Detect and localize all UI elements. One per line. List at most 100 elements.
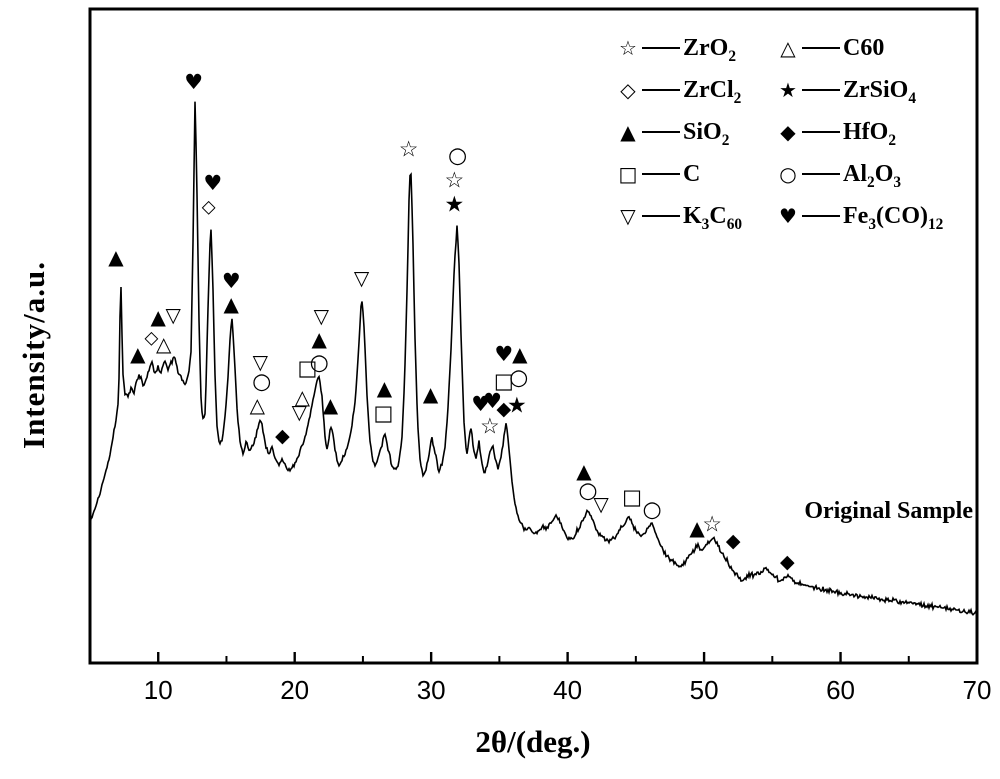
peak-marker-filled-triangle-up: ▲ (423, 382, 439, 406)
peak-marker-open-square: □ (373, 401, 393, 425)
peak-marker-open-triangle-down: ▽ (354, 266, 370, 290)
peak-marker-filled-heart: ♥ (494, 342, 513, 366)
legend-line (642, 47, 680, 49)
x-tick-label: 40 (553, 675, 582, 705)
peak-marker-filled-triangle-up: ▲ (323, 393, 339, 417)
legend-item: ☆ ZrO2 (616, 27, 776, 69)
x-tick-label: 70 (963, 675, 992, 705)
legend-line (802, 173, 840, 175)
peak-marker-filled-triangle-up: ▲ (377, 376, 393, 400)
peak-marker-filled-heart: ♥ (471, 392, 490, 416)
peak-marker-filled-diamond: ◆ (726, 530, 741, 552)
legend-line (642, 173, 680, 175)
peak-marker-filled-triangle-up: ▲ (576, 459, 592, 483)
legend-item: □ C (616, 153, 776, 195)
peak-marker-open-star: ☆ (702, 513, 722, 538)
legend-label: K3C60 (683, 202, 743, 233)
plot-border (88, 7, 979, 665)
peak-marker-open-circle: ○ (252, 370, 271, 395)
peak-marker-filled-triangle-up: ▲ (130, 342, 146, 366)
x-tick-label: 10 (144, 675, 173, 705)
legend-line (642, 215, 680, 217)
peak-marker-open-circle: ○ (310, 351, 329, 376)
peak-marker-filled-star: ★ (507, 394, 527, 419)
legend-line (642, 89, 680, 91)
peak-marker-filled-triangle-up: ▲ (312, 327, 328, 351)
peak-marker-open-circle: ○ (509, 366, 528, 391)
filled-diamond-icon: ◆ (780, 120, 796, 144)
legend-label: ZrCl2 (683, 76, 742, 107)
legend-label: C (683, 160, 701, 187)
filled-star-icon: ★ (779, 78, 797, 102)
peak-marker-open-star: ☆ (399, 138, 419, 163)
filled-heart-icon: ♥ (779, 204, 797, 228)
legend-item: △ C60 (776, 27, 943, 69)
peak-marker-open-triangle-up: △ (295, 385, 311, 409)
peak-marker-open-square: □ (494, 369, 514, 393)
peak-marker-open-square: □ (622, 485, 642, 509)
filled-triangle-up-icon: ▲ (620, 120, 636, 144)
peak-marker-open-star: ☆ (480, 415, 500, 440)
peak-marker-filled-triangle-up: ▲ (108, 245, 124, 269)
legend-label: C60 (843, 34, 885, 61)
peak-marker-filled-triangle-up: ▲ (224, 292, 240, 316)
x-axis-label: 2θ/(deg.) (475, 724, 591, 759)
legend-line (802, 131, 840, 133)
peak-marker-open-triangle-down: ▽ (253, 350, 269, 374)
legend-label: SiO2 (683, 118, 730, 149)
open-square-icon: □ (618, 162, 638, 186)
legend-item: ▲ SiO2 (616, 111, 776, 153)
x-tick-label: 20 (280, 675, 309, 705)
peak-marker-filled-heart: ♥ (203, 171, 222, 195)
peak-marker-open-triangle-up: △ (250, 393, 266, 417)
peak-marker-open-triangle-down: ▽ (593, 492, 609, 516)
legend-line (802, 215, 840, 217)
legend-line (802, 47, 840, 49)
peak-marker-filled-heart: ♥ (483, 389, 502, 413)
open-triangle-up-icon: △ (780, 36, 796, 60)
peak-marker-filled-diamond: ◆ (780, 551, 795, 573)
legend-item: ○ Al2O3 (776, 153, 943, 195)
peak-marker-filled-triangle-up: ▲ (689, 516, 705, 540)
peak-marker-open-circle: ○ (448, 144, 467, 169)
peak-marker-open-circle: ○ (578, 479, 597, 504)
peak-marker-filled-heart: ♥ (222, 269, 241, 293)
legend-item: ♥ Fe3(CO)12 (776, 195, 943, 237)
legend-item: ★ ZrSiO4 (776, 69, 943, 111)
y-axis-label: Intensity/a.u. (16, 261, 51, 449)
open-circle-icon: ○ (779, 162, 797, 186)
legend-label: Al2O3 (843, 160, 902, 191)
peak-marker-filled-heart: ♥ (184, 70, 203, 94)
sample-annotation: Original Sample (804, 498, 973, 524)
open-star-icon: ☆ (619, 36, 637, 60)
peak-marker-open-diamond: ◇ (144, 328, 158, 349)
peak-marker-open-triangle-up: △ (156, 332, 172, 356)
peak-marker-filled-diamond: ◆ (496, 398, 511, 420)
peak-marker-open-square: □ (297, 356, 317, 380)
legend: ☆ ZrO2 △ C60 ◇ ZrCl2 ★ ZrSiO4 ▲ SiO2 ◆ HfO2 □ C ○ Al2O3… (616, 27, 944, 237)
legend-item: ◆ HfO2 (776, 111, 943, 153)
peak-marker-filled-triangle-up: ▲ (151, 305, 167, 329)
xrd-curve (89, 101, 978, 616)
peak-marker-open-triangle-down: ▽ (292, 400, 308, 424)
peak-marker-open-triangle-down: ▽ (314, 304, 330, 328)
legend-item: ◇ ZrCl2 (616, 69, 776, 111)
x-tick-label: 30 (417, 675, 446, 705)
legend-line (802, 89, 840, 91)
peak-marker-open-triangle-down: ▽ (166, 303, 182, 327)
legend-line (642, 131, 680, 133)
x-tick-label: 50 (690, 675, 719, 705)
open-diamond-icon: ◇ (620, 78, 636, 102)
peak-marker-open-star: ☆ (444, 169, 464, 194)
legend-item: ▽ K3C60 (616, 195, 776, 237)
peak-marker-filled-diamond: ◆ (275, 425, 290, 447)
peak-marker-open-diamond: ◇ (202, 197, 216, 218)
x-tick-label: 60 (826, 675, 855, 705)
legend-label: Fe3(CO)12 (843, 202, 944, 233)
open-triangle-down-icon: ▽ (620, 204, 636, 228)
legend-label: ZrO2 (683, 34, 737, 65)
peak-marker-open-circle: ○ (642, 498, 661, 523)
legend-label: ZrSiO4 (843, 76, 917, 107)
